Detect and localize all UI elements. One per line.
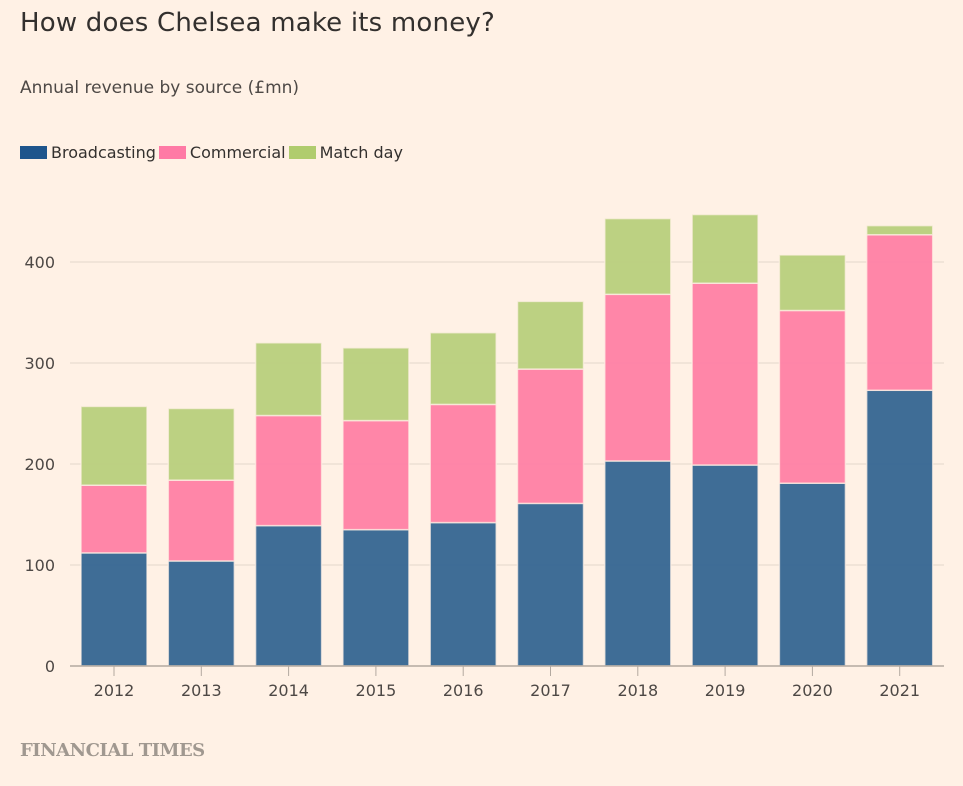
x-tick-label-2016: 2016 — [443, 681, 484, 700]
bar-broadcasting-2019 — [691, 464, 759, 667]
legend-label-match-day: Match day — [319, 143, 403, 162]
bar-broadcasting-2021 — [865, 389, 934, 667]
bar-broadcasting-2017 — [516, 502, 585, 667]
x-tick-label-2012: 2012 — [94, 681, 135, 700]
bar-commercial-2014 — [254, 414, 323, 527]
bar-match-day-2013 — [167, 407, 236, 481]
bars — [80, 213, 934, 667]
bar-commercial-2018 — [604, 293, 672, 462]
bar-match-day-2016 — [429, 331, 497, 406]
bar-match-day-2012 — [80, 405, 148, 486]
bar-broadcasting-2020 — [778, 482, 847, 667]
legend-label-broadcasting: Broadcasting — [51, 143, 156, 162]
x-tick-label-2019: 2019 — [705, 681, 746, 700]
bar-commercial-2019 — [691, 282, 759, 466]
bar-commercial-2013 — [167, 479, 236, 562]
bar-commercial-2020 — [778, 309, 847, 484]
y-tick-label-200: 200 — [24, 455, 55, 474]
legend-swatch-broadcasting — [20, 146, 47, 159]
bar-commercial-2016 — [429, 403, 497, 524]
bar-match-day-2018 — [604, 217, 672, 296]
bar-match-day-2019 — [691, 213, 759, 284]
bar-broadcasting-2018 — [604, 460, 672, 667]
legend-item-commercial: Commercial — [158, 143, 286, 162]
y-tick-label-400: 400 — [24, 253, 55, 272]
bar-broadcasting-2013 — [167, 560, 236, 667]
x-tick-label-2021: 2021 — [879, 681, 920, 700]
bar-broadcasting-2016 — [429, 521, 497, 667]
legend-swatch-commercial — [158, 146, 186, 159]
chart-subtitle: Annual revenue by source (£mn) — [20, 78, 300, 98]
y-tick-label-100: 100 — [24, 556, 55, 575]
bar-match-day-2020 — [778, 254, 847, 312]
bar-match-day-2017 — [516, 300, 585, 370]
source-logo: FINANCIAL TIMES — [20, 740, 205, 761]
x-tick-label-2014: 2014 — [268, 681, 309, 700]
chart-title: How does Chelsea make its money? — [20, 8, 495, 38]
x-tick-label-2013: 2013 — [181, 681, 222, 700]
x-tick-label-2018: 2018 — [617, 681, 658, 700]
x-tick-label-2020: 2020 — [792, 681, 833, 700]
bar-commercial-2021 — [865, 233, 934, 392]
legend-item-broadcasting: Broadcasting — [20, 143, 156, 162]
legend: Broadcasting Commercial Match day — [20, 143, 406, 162]
bar-commercial-2015 — [342, 419, 410, 531]
bar-broadcasting-2014 — [254, 524, 323, 667]
y-tick-label-300: 300 — [24, 354, 55, 373]
bar-match-day-2021 — [865, 224, 934, 236]
x-tick-label-2015: 2015 — [356, 681, 397, 700]
legend-swatch-match-day — [288, 146, 316, 159]
bar-match-day-2015 — [342, 347, 410, 422]
bar-broadcasting-2015 — [342, 528, 410, 667]
bar-commercial-2017 — [516, 368, 585, 505]
x-tick-label-2017: 2017 — [530, 681, 571, 700]
y-tick-label-0: 0 — [45, 657, 55, 676]
legend-item-match-day: Match day — [288, 143, 403, 162]
bar-match-day-2014 — [254, 342, 323, 417]
bar-commercial-2012 — [80, 484, 148, 554]
bar-broadcasting-2012 — [80, 552, 148, 667]
x-axis: 2012 2013 2014 2015 2016 2017 2018 2019 2020 2021 — [70, 665, 944, 700]
legend-label-commercial: Commercial — [189, 143, 286, 162]
